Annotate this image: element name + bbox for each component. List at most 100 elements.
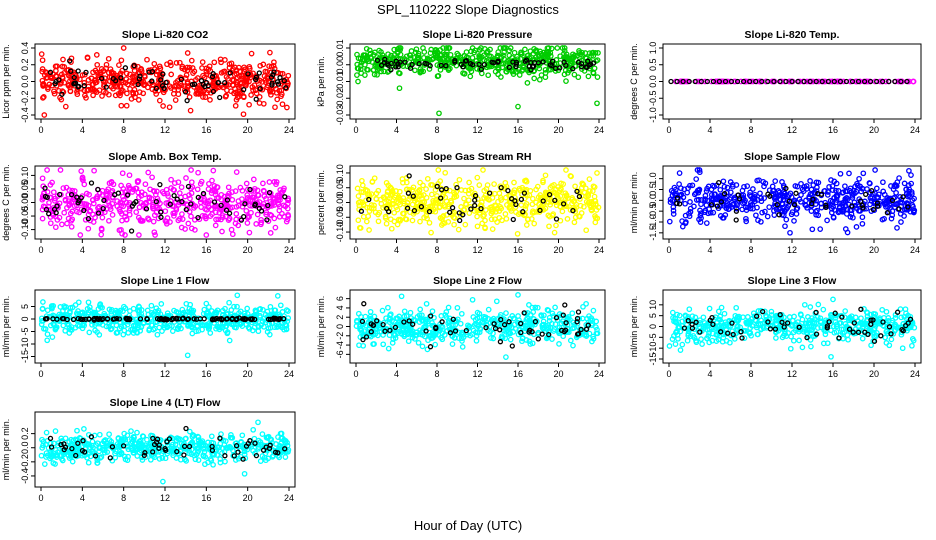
data-point (842, 196, 849, 202)
data-point (66, 187, 73, 193)
data-point (77, 76, 83, 83)
data-point (391, 209, 398, 216)
data-point (135, 81, 141, 88)
data-point (173, 316, 180, 322)
data-point (434, 52, 441, 59)
data-point (807, 78, 813, 85)
y-tick-label: -0.05 (20, 206, 30, 227)
data-point (222, 305, 228, 312)
x-tick-label: 12 (472, 369, 482, 379)
data-point (674, 200, 680, 207)
data-point (247, 186, 253, 193)
data-point (354, 72, 360, 78)
x-tick-label: 20 (553, 369, 563, 379)
data-point (442, 203, 448, 210)
data-point (889, 197, 896, 204)
data-point (473, 58, 480, 64)
data-point (358, 208, 365, 214)
data-point (267, 49, 273, 56)
data-point (41, 112, 48, 118)
data-point (446, 322, 453, 329)
data-point (488, 53, 494, 60)
data-point (909, 336, 916, 342)
data-point (226, 64, 233, 71)
data-point (855, 78, 862, 85)
data-point (762, 208, 768, 215)
data-point (244, 220, 251, 226)
data-point (554, 317, 561, 323)
data-point (552, 197, 558, 204)
data-point (427, 50, 434, 56)
data-point (549, 183, 555, 189)
data-point (188, 201, 194, 207)
data-point (570, 342, 576, 349)
data-point (218, 59, 224, 66)
data-point (112, 192, 118, 198)
data-point (404, 327, 411, 334)
data-point (495, 58, 501, 64)
data-point (363, 334, 370, 340)
data-point (842, 183, 848, 190)
data-point (54, 316, 60, 322)
data-point (522, 46, 528, 53)
data-point (361, 301, 367, 307)
data-point (67, 58, 73, 64)
data-point (577, 202, 584, 209)
data-point (706, 305, 713, 312)
data-point (205, 66, 212, 73)
data-point (424, 346, 431, 353)
data-point (556, 341, 562, 347)
panel-3: Slope Li-820 Temp.degrees C per min.0 4 8 1… (629, 29, 922, 135)
data-point (529, 201, 536, 208)
data-point (142, 74, 148, 80)
data-point (255, 328, 262, 335)
data-point (426, 208, 433, 215)
data-point (410, 321, 416, 327)
data-point (518, 329, 524, 336)
y-tick-label: -0.03 (335, 105, 345, 126)
data-point (708, 202, 715, 208)
y-tick-label: -2 (335, 332, 345, 340)
data-point (687, 208, 694, 215)
data-point (140, 79, 147, 85)
data-point (563, 78, 569, 84)
data-point (861, 78, 868, 85)
data-point (385, 62, 391, 68)
data-point (492, 68, 499, 75)
data-point (859, 214, 866, 221)
data-point (210, 316, 216, 322)
data-point (833, 180, 840, 187)
data-point (206, 312, 213, 319)
data-point (696, 324, 703, 330)
data-point (285, 197, 291, 204)
x-tick-label: 8 (748, 125, 753, 135)
data-point (379, 307, 386, 314)
data-point (157, 65, 164, 72)
data-point (521, 190, 528, 196)
data-point (799, 316, 806, 323)
data-point (386, 332, 393, 339)
data-point (101, 75, 108, 82)
data-point (534, 183, 541, 190)
data-point (497, 45, 504, 51)
data-point (860, 205, 866, 211)
data-point (903, 190, 910, 197)
data-point (39, 305, 46, 312)
data-point (670, 207, 677, 214)
data-point (394, 206, 401, 213)
data-point (491, 321, 497, 327)
y-tick-label: -10 (20, 337, 30, 350)
data-point (362, 61, 368, 68)
data-point (151, 60, 158, 67)
data-point (355, 78, 361, 85)
data-point (407, 55, 414, 61)
data-point (207, 97, 213, 103)
data-point (368, 205, 375, 212)
data-point (568, 56, 575, 63)
data-point (110, 316, 116, 322)
data-point (545, 67, 552, 73)
data-point (495, 198, 501, 205)
data-point (120, 193, 126, 200)
data-point (488, 317, 495, 323)
data-point (509, 68, 516, 75)
